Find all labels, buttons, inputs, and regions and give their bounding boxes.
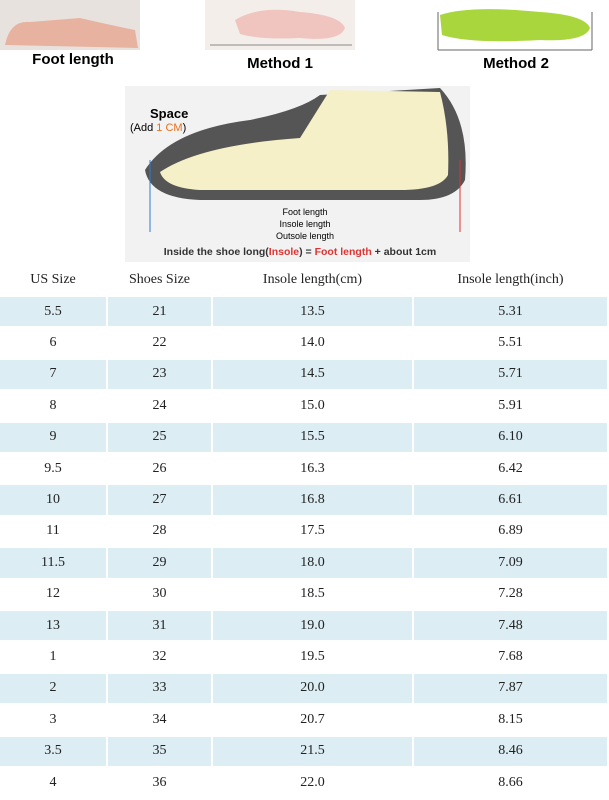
- formula-text: ) =: [299, 246, 314, 258]
- table-cell: 22: [108, 328, 211, 358]
- table-cell: 2: [0, 673, 106, 704]
- table-cell: 11: [0, 516, 106, 547]
- table-cell: 20.7: [213, 705, 412, 735]
- table-cell: 8.15: [414, 705, 607, 735]
- table-cell: Insole length(inch): [414, 265, 607, 295]
- formula-text: Inside the shoe long(: [164, 246, 270, 258]
- table-cell: 6.89: [414, 516, 607, 547]
- table-cell: Shoes Size: [108, 265, 211, 295]
- footprint: [235, 9, 345, 39]
- table-cell: US Size: [0, 265, 106, 295]
- table-cell: 1: [0, 642, 106, 672]
- table-cell: 22.0: [213, 768, 412, 798]
- table-cell: 7.09: [414, 548, 607, 578]
- table-cell: 16.8: [213, 485, 412, 515]
- table-cell: 6.10: [414, 422, 607, 452]
- table-cell: 28: [108, 516, 211, 547]
- table-cell: 32: [108, 642, 211, 672]
- table-cell: 3.5: [0, 736, 106, 766]
- table-cell: 25: [108, 422, 211, 452]
- table-cell: 30: [108, 579, 211, 609]
- table-cell: 6.42: [414, 454, 607, 484]
- table-cell: 34: [108, 705, 211, 735]
- table-cell: 11.5: [0, 548, 106, 578]
- table-cell: 7: [0, 359, 106, 390]
- table-cell: 5.71: [414, 359, 607, 390]
- caption: Method 2: [483, 55, 549, 72]
- formula-text: Insole: [269, 246, 300, 258]
- table-cell: 26: [108, 454, 211, 484]
- table-cell: 18.5: [213, 579, 412, 609]
- table-cell: 19.0: [213, 611, 412, 641]
- line-label: Insole length: [279, 219, 330, 229]
- table-cell: 5.91: [414, 391, 607, 421]
- table-cell: 15.5: [213, 422, 412, 452]
- table-cell: 14.0: [213, 328, 412, 358]
- table-cell: 5.31: [414, 297, 607, 327]
- table-cell: 9.5: [0, 454, 106, 484]
- table-cell: 21: [108, 297, 211, 327]
- table-cell: 17.5: [213, 516, 412, 547]
- add-text: (Add: [130, 122, 156, 134]
- add-text: ): [183, 122, 187, 134]
- table-cell: 36: [108, 768, 211, 798]
- table-cell: 23: [108, 359, 211, 390]
- space-label: Space: [150, 106, 188, 121]
- table-cell: 20.0: [213, 673, 412, 704]
- table-cell: 13: [0, 611, 106, 641]
- table-cell: 31: [108, 611, 211, 641]
- table-cell: 5.5: [0, 297, 106, 327]
- table-cell: 24: [108, 391, 211, 421]
- table-cell: 7.28: [414, 579, 607, 609]
- table-cell: 8: [0, 391, 106, 421]
- table-cell: 29: [108, 548, 211, 578]
- table-cell: 15.0: [213, 391, 412, 421]
- formula: Inside the shoe long(Insole) = Foot leng…: [164, 246, 436, 258]
- table-cell: 6: [0, 328, 106, 358]
- insole: [440, 9, 590, 42]
- table-cell: 8.66: [414, 768, 607, 798]
- foot: [160, 90, 449, 190]
- table-cell: 7.48: [414, 611, 607, 641]
- formula-text: Foot length: [315, 246, 372, 258]
- line-label: Outsole length: [276, 231, 334, 241]
- foot-shape: [5, 18, 138, 48]
- add-label: (Add 1 CM): [130, 122, 186, 134]
- table-cell: 16.3: [213, 454, 412, 484]
- table-cell: 3: [0, 705, 106, 735]
- table-cell: 4: [0, 768, 106, 798]
- table-cell: 13.5: [213, 297, 412, 327]
- table-cell: Insole length(cm): [213, 265, 412, 295]
- table-cell: 35: [108, 736, 211, 766]
- table-cell: 18.0: [213, 548, 412, 578]
- table-cell: 5.51: [414, 328, 607, 358]
- table-cell: 27: [108, 485, 211, 515]
- formula-text: + about 1cm: [372, 246, 436, 258]
- caption: Method 1: [247, 55, 313, 72]
- table-cell: 10: [0, 485, 106, 515]
- table-cell: 6.61: [414, 485, 607, 515]
- header-graphics: Foot length Method 1 Method 2 Space (Add…: [0, 0, 593, 262]
- add-text: 1 CM: [156, 122, 182, 134]
- table-cell: 12: [0, 579, 106, 609]
- table-cell: 21.5: [213, 736, 412, 766]
- line-label: Foot length: [282, 207, 327, 217]
- caption: Foot length: [32, 51, 114, 68]
- table-cell: 33: [108, 673, 211, 704]
- table-cell: 7.68: [414, 642, 607, 672]
- table-cell: 19.5: [213, 642, 412, 672]
- table-cell: 9: [0, 422, 106, 452]
- table-cell: 7.87: [414, 673, 607, 704]
- table-cell: 8.46: [414, 736, 607, 766]
- table-cell: 14.5: [213, 359, 412, 390]
